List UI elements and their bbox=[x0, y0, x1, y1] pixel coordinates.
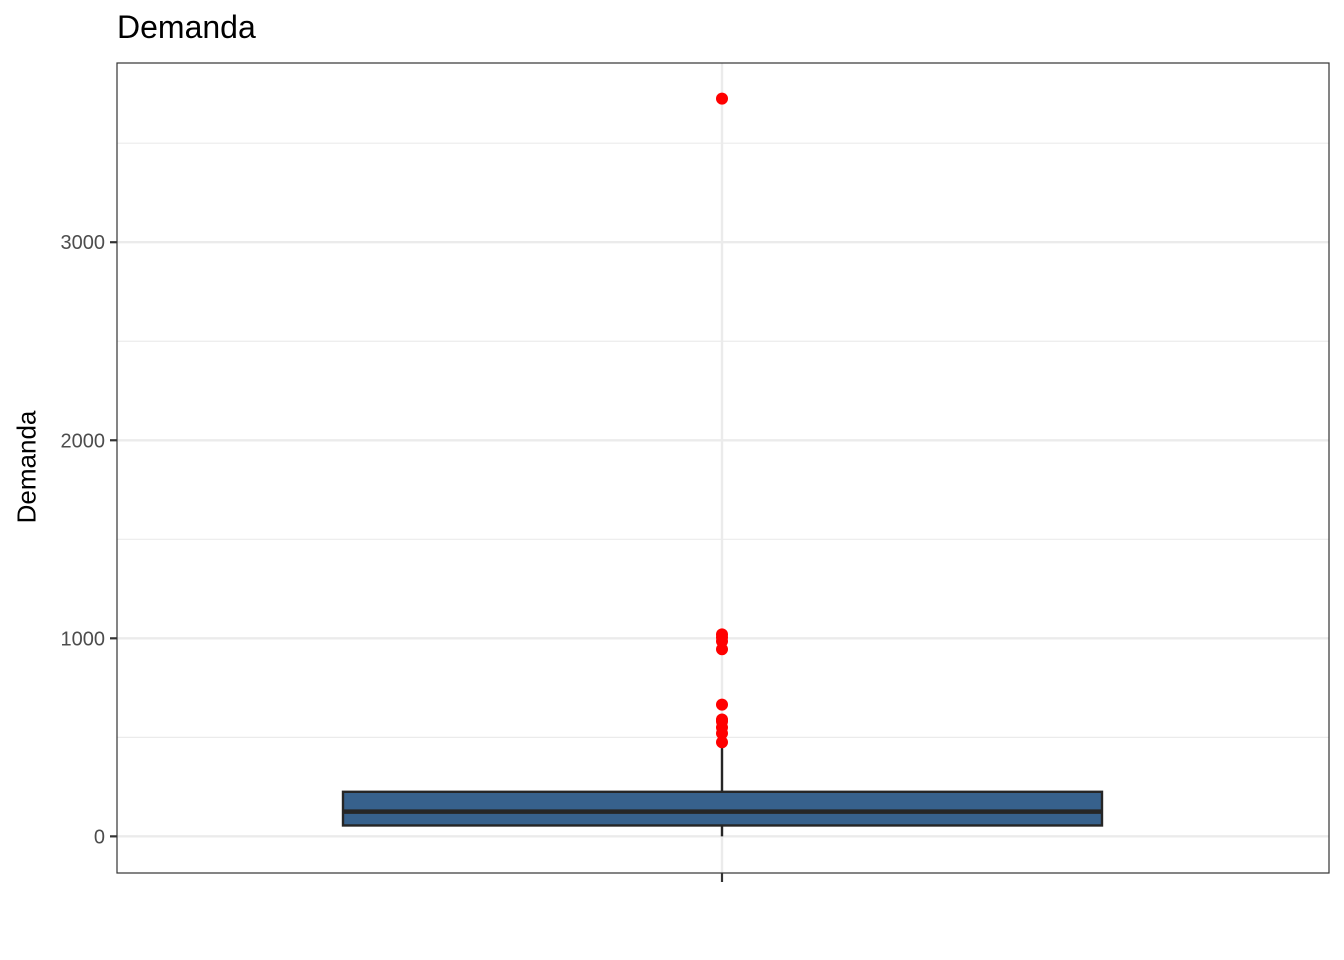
outlier-point bbox=[716, 736, 728, 749]
boxplot bbox=[341, 743, 1104, 837]
y-tick-label: 2000 bbox=[61, 430, 106, 452]
chart-title: Demanda bbox=[117, 9, 256, 45]
outlier-point bbox=[716, 698, 728, 711]
outlier-point bbox=[716, 713, 728, 726]
y-tick-label: 1000 bbox=[61, 628, 106, 650]
outlier-points bbox=[716, 92, 728, 749]
outlier-point bbox=[716, 628, 728, 641]
y-tick-label: 0 bbox=[94, 826, 105, 848]
y-axis-ticks: 0 1000 2000 3000 bbox=[61, 232, 117, 848]
interquartile-box bbox=[341, 790, 1104, 827]
y-tick-label: 3000 bbox=[61, 232, 106, 254]
outlier-point bbox=[716, 92, 728, 105]
